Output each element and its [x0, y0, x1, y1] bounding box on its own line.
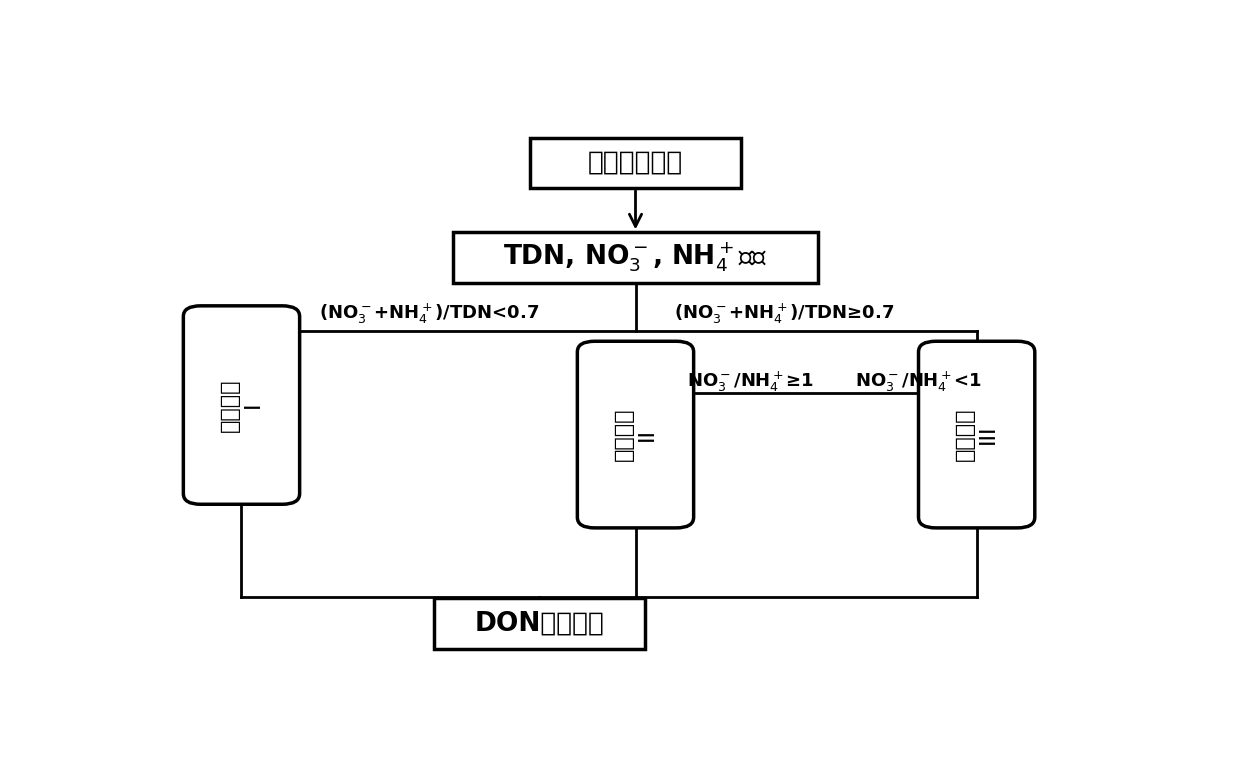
FancyBboxPatch shape [919, 341, 1035, 528]
Text: 测定方案
II: 测定方案 II [614, 408, 657, 461]
Text: NO$_3^-$/NH$_4^+$≥1: NO$_3^-$/NH$_4^+$≥1 [687, 369, 815, 393]
Bar [434, 598, 645, 649]
Text: (NO$_3^-$+NH$_4^+$)/TDN≥0.7: (NO$_3^-$+NH$_4^+$)/TDN≥0.7 [675, 301, 894, 326]
Text: 测定方案
III: 测定方案 III [955, 408, 998, 461]
FancyBboxPatch shape [578, 341, 693, 528]
Bar [453, 232, 818, 282]
Text: NO$_3^-$/NH$_4^+$<1: NO$_3^-$/NH$_4^+$<1 [856, 369, 982, 393]
Text: TDN, NO$_3^-$, NH$_4^+$测定: TDN, NO$_3^-$, NH$_4^+$测定 [503, 241, 768, 275]
FancyBboxPatch shape [184, 306, 300, 504]
Text: (NO$_3^-$+NH$_4^+$)/TDN<0.7: (NO$_3^-$+NH$_4^+$)/TDN<0.7 [319, 301, 539, 326]
Text: 污水样品过滤: 污水样品过滤 [588, 150, 683, 176]
Bar [529, 138, 742, 188]
Text: DON浓度计算: DON浓度计算 [475, 611, 604, 637]
Text: 测定方案
I: 测定方案 I [219, 378, 263, 432]
